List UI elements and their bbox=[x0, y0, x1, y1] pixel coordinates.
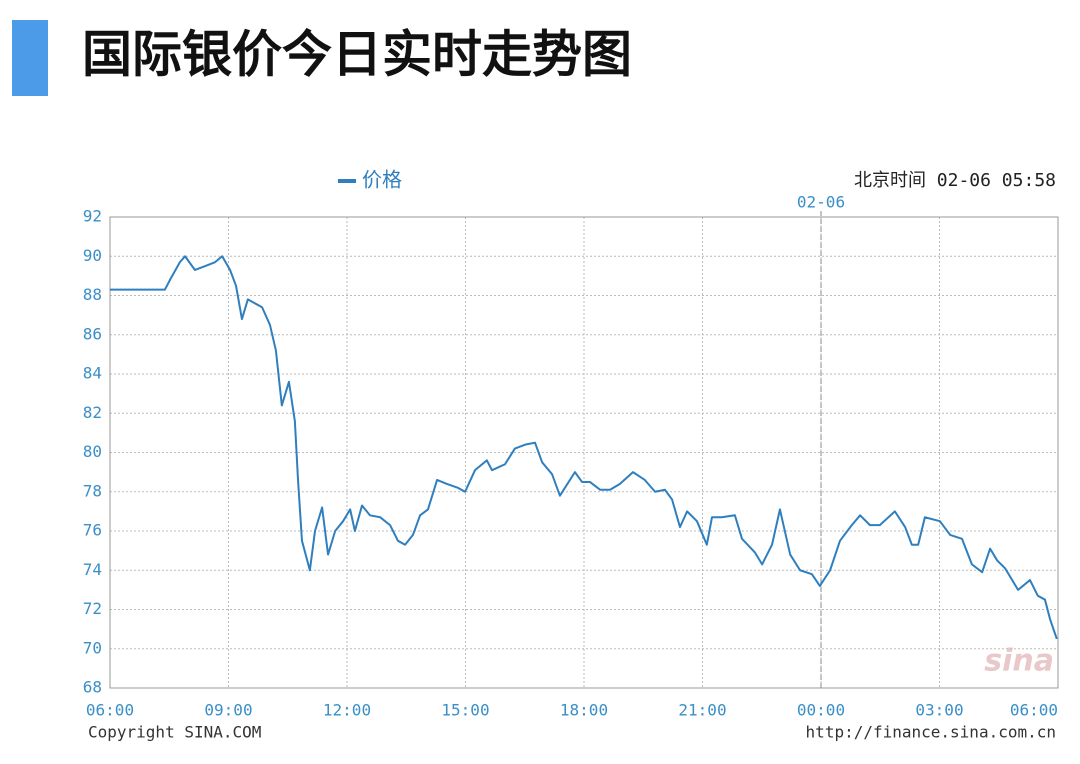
footer-left: Copyright SINA.COM bbox=[88, 723, 261, 742]
y-tick-label: 82 bbox=[83, 403, 102, 422]
x-tick-label: 06:00 bbox=[86, 701, 134, 720]
y-tick-label: 76 bbox=[83, 521, 102, 540]
price-line bbox=[110, 255, 1058, 640]
footer-right: http://finance.sina.com.cn bbox=[806, 723, 1056, 742]
y-tick-label: 84 bbox=[83, 364, 102, 383]
timestamp: 北京时间 02-06 05:58 bbox=[854, 170, 1056, 191]
x-tick-label: 06:00 bbox=[1010, 701, 1058, 720]
y-tick-label: 90 bbox=[83, 246, 102, 265]
y-tick-label: 92 bbox=[83, 207, 102, 226]
x-tick-label: 12:00 bbox=[323, 701, 371, 720]
x-tick-label: 18:00 bbox=[560, 701, 608, 720]
watermark: sina bbox=[984, 644, 1054, 679]
y-tick-label: 68 bbox=[83, 678, 102, 697]
chart-title: 国际银价今日实时走势图 bbox=[82, 26, 632, 84]
y-tick-label: 70 bbox=[83, 638, 102, 657]
legend-label: 价格 bbox=[362, 168, 402, 192]
y-tick-label: 88 bbox=[83, 285, 102, 304]
y-tick-label: 86 bbox=[83, 324, 102, 343]
x-tick-label: 00:00 bbox=[797, 701, 845, 720]
y-tick-label: 74 bbox=[83, 560, 102, 579]
x-tick-label: 21:00 bbox=[678, 701, 726, 720]
y-tick-label: 78 bbox=[83, 481, 102, 500]
plot-frame bbox=[109, 216, 1059, 689]
y-tick-label: 80 bbox=[83, 442, 102, 461]
y-tick-label: 72 bbox=[83, 599, 102, 618]
x-tick-label: 15:00 bbox=[441, 701, 489, 720]
title-bar bbox=[12, 20, 48, 96]
divider-label: 02-06 bbox=[797, 193, 845, 212]
x-tick-label: 03:00 bbox=[915, 701, 963, 720]
x-tick-label: 09:00 bbox=[204, 701, 252, 720]
